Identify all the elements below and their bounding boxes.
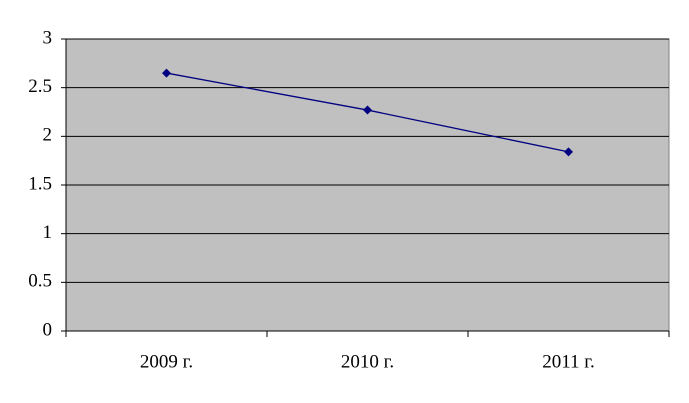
x-tick-label: 2011 г. <box>542 351 594 372</box>
y-tick-label: 0.5 <box>28 271 52 292</box>
y-tick-label: 2 <box>43 125 53 146</box>
y-tick-label: 0 <box>43 319 53 340</box>
x-tick-label: 2010 г. <box>341 351 394 372</box>
y-tick-label: 3 <box>43 27 53 48</box>
y-tick-label: 1.5 <box>28 173 52 194</box>
marker <box>363 105 372 115</box>
y-tick-label: 2.5 <box>28 76 52 97</box>
marker <box>564 147 573 157</box>
x-tick-label: 2009 г. <box>140 351 193 372</box>
y-tick-label: 1 <box>43 222 53 243</box>
marker <box>162 68 171 78</box>
